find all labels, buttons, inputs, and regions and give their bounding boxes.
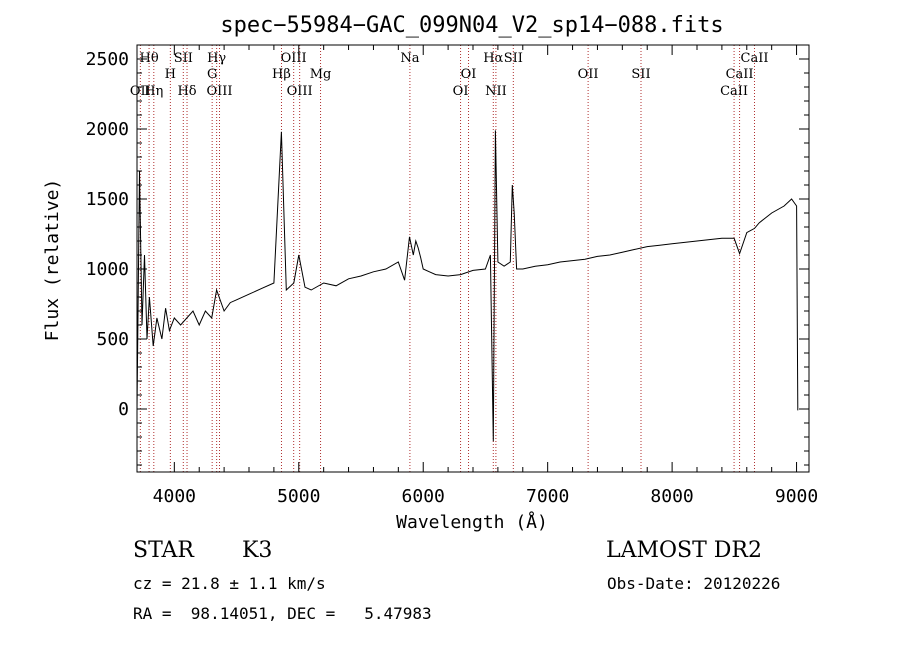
spectral-line-label: SII: [174, 51, 193, 66]
ra-dec-coordinates: RA = 98.14051, DEC = 5.47983: [133, 604, 432, 623]
axes: 4000 5000 6000 7000 8000 9000 0 500 1000 1500 2000…: [86, 44, 818, 507]
spectral-line-label: OII: [130, 84, 151, 99]
spectral-line-markers: OIIHηHθHSIIHδHγGOIIIOIIIHβOIIIMgNaOIOIHα…: [130, 45, 769, 472]
spectral-line-label: CaII: [720, 84, 748, 99]
x-tick-label: 7000: [526, 486, 569, 507]
spectral-line-label: Na: [400, 51, 419, 66]
x-tick-label: 6000: [402, 486, 445, 507]
spectral-line-label: SII: [504, 51, 523, 66]
redshift-cz: cz = 21.8 ± 1.1 km/s: [133, 574, 326, 593]
y-tick-label: 2000: [86, 119, 129, 140]
spectrum-series: [136, 130, 799, 442]
y-axis-label: Flux (relative): [42, 179, 63, 342]
x-tick-label: 5000: [277, 486, 320, 507]
spectral-line-label: NII: [485, 84, 507, 99]
spectrum-line: [136, 130, 799, 442]
plot-frame: [136, 44, 810, 473]
observation-date: Obs-Date: 20120226: [607, 574, 781, 593]
y-tick-label: 2500: [86, 49, 129, 70]
spectral-line-label: CaII: [741, 51, 769, 66]
spectral-line-label: OI: [453, 84, 469, 99]
spectral-line-label: H: [165, 67, 176, 82]
x-axis-label: Wavelength (Å): [396, 511, 548, 533]
y-tick-label: 500: [96, 329, 129, 350]
x-tick-label: 8000: [650, 486, 693, 507]
x-tick-label: 9000: [775, 486, 818, 507]
chart-title: spec−55984−GAC_099N04_V2_sp14−088.fits: [220, 13, 723, 38]
spectral-line-label: Hγ: [207, 51, 226, 66]
spectral-line-label: Hδ: [177, 84, 196, 99]
spectral-line-label: Hα: [483, 51, 503, 66]
spectral-line-label: Hβ: [272, 67, 291, 82]
spectral-line-label: SII: [631, 67, 650, 82]
y-tick-label: 1000: [86, 259, 129, 280]
spectral-line-label: OIII: [281, 51, 307, 66]
spectral-line-label: OIII: [287, 84, 313, 99]
spectral-line-label: Hη: [144, 84, 163, 99]
spectral-line-label: Mg: [310, 67, 332, 82]
spectral-line-label: OIII: [206, 84, 232, 99]
spectral-line-label: CaII: [726, 67, 754, 82]
y-tick-label: 0: [118, 399, 129, 420]
survey-name: LAMOST DR2: [606, 538, 762, 563]
object-class: STAR: [133, 538, 194, 563]
spectral-line-label: G: [207, 67, 217, 82]
y-tick-label: 1500: [86, 189, 129, 210]
object-subclass: K3: [242, 538, 273, 563]
x-tick-label: 4000: [153, 486, 196, 507]
spectral-line-label: Hθ: [139, 51, 158, 66]
spectral-line-label: OII: [578, 67, 599, 82]
spectral-line-label: OI: [461, 67, 477, 82]
